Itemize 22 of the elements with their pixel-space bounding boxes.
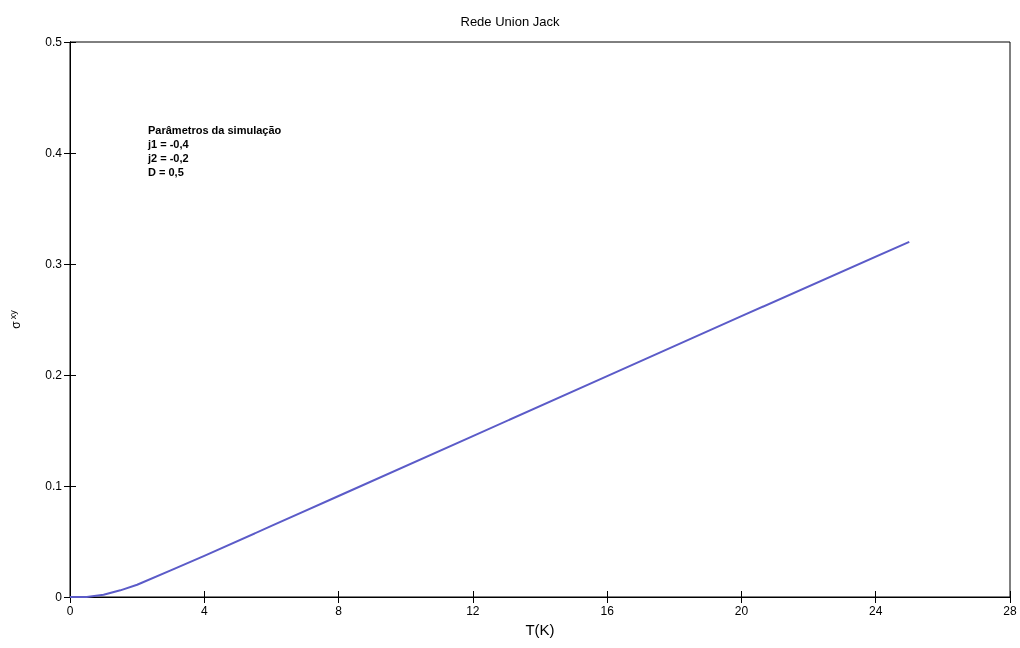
x-tick-label: 12: [466, 604, 480, 618]
x-tick-label: 4: [200, 604, 208, 618]
annotation: j1 = -0,4: [147, 137, 190, 150]
x-tick-label: 28: [1003, 604, 1017, 618]
y-tick-label: 0.3: [45, 257, 63, 271]
annotation: D = 0,5: [148, 165, 184, 178]
y-tick-label: 0.2: [45, 368, 63, 382]
x-axis-title: T(K): [525, 620, 555, 638]
y-tick-label: 0.4: [45, 146, 63, 160]
line-series: [69, 240, 911, 598]
y-tick-label: 0.1: [45, 479, 63, 493]
x-tick-label: 8: [335, 604, 343, 618]
x-tick-label: 0: [66, 604, 74, 618]
y-axis-title: σxy: [7, 309, 23, 329]
y-tick-label: 0.5: [45, 35, 63, 49]
chart-title: Rede Union Jack: [460, 14, 560, 29]
x-tick-label: 20: [734, 604, 749, 618]
x-tick-label: 16: [600, 604, 615, 618]
x-tick-label: 24: [869, 604, 883, 618]
annotation: Parâmetros da simulação: [148, 123, 282, 136]
annotation: j2 = -0,2: [147, 151, 189, 164]
y-tick-label: 0: [55, 590, 63, 604]
